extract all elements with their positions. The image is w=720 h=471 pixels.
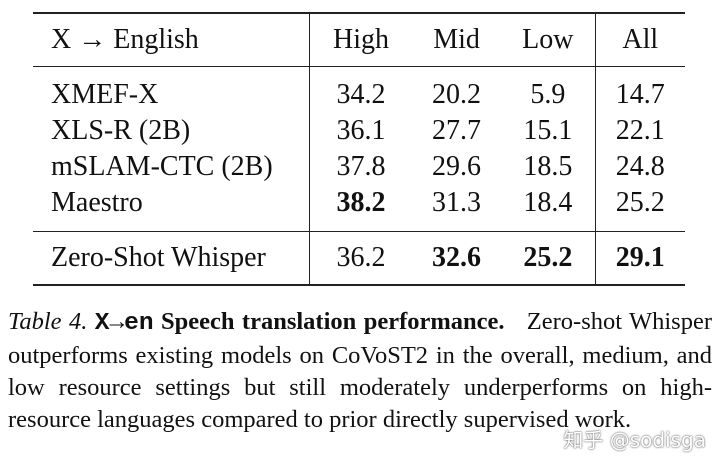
score-cell: 37.8 [309,149,413,185]
score-cell: 20.2 [432,79,482,110]
score-cell: 22.1 [594,113,685,149]
header-cell: Low [501,13,596,67]
score-cell: 38.2 [309,185,413,232]
header-row: X → English High Mid Low All [33,13,685,67]
score-cell: 27.7 [432,115,482,146]
score-cell: 36.2 [309,231,413,285]
table-row: XMEF-X 34.2 20.2 5.9 14.7 [33,66,685,113]
model-name: XMEF-X [51,79,159,110]
header-cell: High [309,13,413,67]
score-cell: 34.2 [309,66,413,113]
score-cell: 29.1 [594,231,685,285]
caption-label: Table 4. [8,308,88,335]
caption: Table 4. X→en Speech translation perform… [8,306,712,436]
model-name: Zero-Shot Whisper [33,231,310,285]
header-cell: Mid [412,13,502,67]
score-cell: 18.4 [523,187,573,218]
results-table: X → English High Mid Low All XMEF-X 34.2 20.2 5.… [33,12,685,286]
header-cell: All [594,13,685,67]
table-row: XLS-R (2B) 36.1 27.7 15.1 22.1 [33,113,685,149]
header-cell: X → English [33,13,310,67]
score-cell: 18.5 [523,151,573,182]
score-cell: 25.2 [501,231,596,285]
score-cell: 5.9 [530,79,566,110]
watermark: 知乎 @sodisga [563,428,706,452]
caption-text: Zero-shot Whisper outperforms existing m… [8,308,713,433]
table-row: mSLAM-CTC (2B) 37.8 29.6 18.5 24.8 [33,149,685,185]
caption-code: X→en [94,310,154,337]
score-cell: 25.2 [594,185,685,232]
model-name: XLS-R (2B) [51,115,191,146]
score-cell: 14.7 [594,66,685,113]
table-row: Zero-Shot Whisper 36.2 32.6 25.2 29.1 [33,231,685,285]
score-cell: 36.1 [309,113,413,149]
score-cell: 31.3 [432,187,482,218]
model-name: mSLAM-CTC (2B) [51,151,273,182]
model-name: Maestro [51,187,143,218]
table-row: Maestro 38.2 31.3 18.4 25.2 [33,185,685,232]
score-cell: 29.6 [432,151,482,182]
score-cell: 24.8 [594,149,685,185]
score-cell: 15.1 [523,115,573,146]
caption-heading: Speech translation performance. [161,308,505,335]
score-cell: 32.6 [412,231,502,285]
